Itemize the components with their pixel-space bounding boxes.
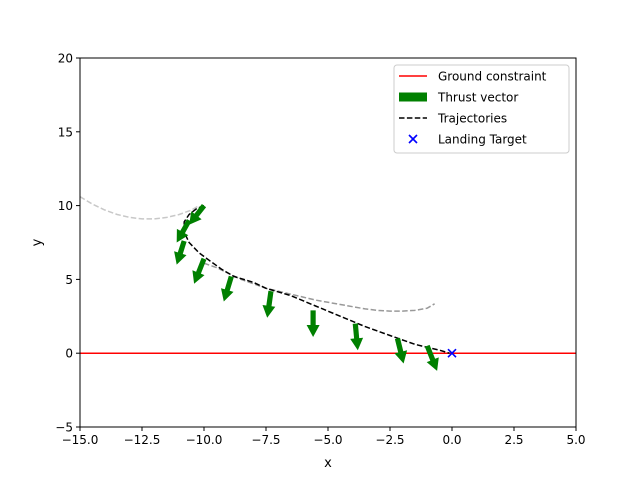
thrust-vector-7 bbox=[350, 323, 364, 351]
legend-label: Thrust vector bbox=[437, 91, 518, 105]
trajectory-line-2 bbox=[183, 204, 450, 354]
thrust-vector-5 bbox=[262, 290, 276, 318]
thrust-vector-6 bbox=[306, 310, 320, 337]
x-tick-label: 0.0 bbox=[442, 433, 461, 447]
legend-label: Trajectories bbox=[437, 112, 507, 126]
trajectory-line-1 bbox=[203, 262, 435, 312]
x-tick-label: −5.0 bbox=[313, 433, 342, 447]
trajectory-line-0 bbox=[80, 196, 200, 220]
legend-label: Ground constraint bbox=[438, 70, 547, 84]
legend-label: Landing Target bbox=[438, 133, 527, 147]
landing-target-marker bbox=[447, 348, 457, 358]
thrust-vector-9 bbox=[424, 344, 439, 371]
y-tick-label: 5 bbox=[65, 273, 73, 287]
y-tick-label: 0 bbox=[65, 347, 73, 361]
x-tick-label: −2.5 bbox=[375, 433, 404, 447]
data-layer bbox=[80, 196, 576, 371]
thrust-vector-3 bbox=[192, 257, 207, 284]
x-tick-label: 2.5 bbox=[504, 433, 523, 447]
y-axis-label: y bbox=[30, 238, 45, 246]
thrust-vector-2 bbox=[174, 240, 187, 265]
legend-handle-target bbox=[408, 134, 418, 144]
thrust-vector-1 bbox=[176, 219, 192, 243]
legend: Ground constraint Thrust vector Trajectori… bbox=[393, 64, 570, 154]
legend-box bbox=[393, 64, 570, 154]
x-axis-label: x bbox=[324, 456, 332, 471]
y-tick-label: 20 bbox=[58, 52, 73, 66]
x-tick-label: −15.0 bbox=[62, 433, 99, 447]
ticks-layer: −15.0 −12.5 −10.0 −7.5 −5.0 −2.5 0.0 2.5 5.0 −5 0 5… bbox=[55, 52, 585, 448]
y-tick-label: 15 bbox=[58, 125, 73, 139]
thrust-vector-4 bbox=[221, 275, 234, 302]
x-tick-label: −7.5 bbox=[251, 433, 280, 447]
y-tick-label: 10 bbox=[58, 199, 73, 213]
legend-handle-thrust bbox=[399, 92, 427, 102]
thrust-vector-8 bbox=[394, 337, 408, 364]
x-tick-label: −12.5 bbox=[124, 433, 161, 447]
y-tick-label: −5 bbox=[55, 421, 73, 435]
x-tick-label: 5.0 bbox=[566, 433, 585, 447]
x-tick-label: −10.0 bbox=[186, 433, 223, 447]
thrust-vector-0 bbox=[189, 204, 207, 225]
